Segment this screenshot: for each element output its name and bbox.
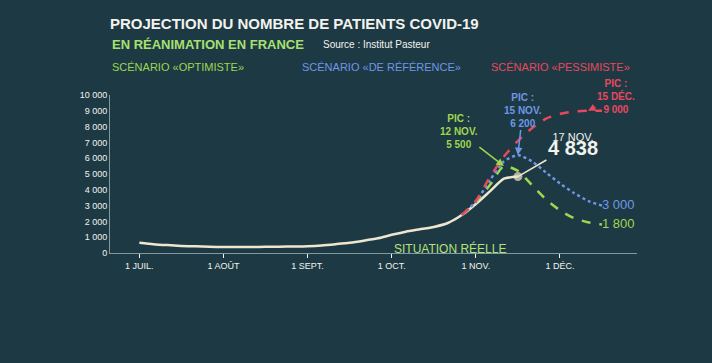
svg-text:1 AOÛT: 1 AOÛT [207,261,240,271]
svg-text:1 800: 1 800 [602,216,635,231]
svg-text:1 NOV.: 1 NOV. [461,261,490,271]
svg-text:0: 0 [102,248,107,258]
svg-text:3 000: 3 000 [602,197,635,212]
svg-text:SCÉNARIO «PESSIMISTE»: SCÉNARIO «PESSIMISTE» [491,61,630,73]
svg-text:PIC :12 NOV.5 500: PIC :12 NOV.5 500 [440,113,478,150]
svg-text:1 JUIL.: 1 JUIL. [125,261,154,271]
svg-text:SCÉNARIO «OPTIMISTE»: SCÉNARIO «OPTIMISTE» [112,61,244,73]
svg-text:EN RÉANIMATION EN FRANCE: EN RÉANIMATION EN FRANCE [112,37,304,52]
svg-text:PIC :15 DÉC.9 000: PIC :15 DÉC.9 000 [597,78,635,115]
svg-text:2 000: 2 000 [85,217,108,227]
svg-text:SCÉNARIO «DE RÉFÉRENCE»: SCÉNARIO «DE RÉFÉRENCE» [302,61,461,73]
svg-text:Source : Institut Pasteur: Source : Institut Pasteur [323,39,430,50]
svg-text:PROJECTION DU NOMBRE DE PATIEN: PROJECTION DU NOMBRE DE PATIENTS COVID-1… [110,15,479,32]
svg-text:4 000: 4 000 [85,185,108,195]
svg-text:6 000: 6 000 [85,153,108,163]
svg-text:5 000: 5 000 [85,169,108,179]
svg-text:1 000: 1 000 [85,232,108,242]
svg-text:7 000: 7 000 [85,138,108,148]
svg-text:3 000: 3 000 [85,201,108,211]
svg-text:17 NOV.4 838: 17 NOV.4 838 [548,131,598,159]
svg-text:9 000: 9 000 [85,106,108,116]
svg-text:10 000: 10 000 [80,90,108,100]
svg-text:SITUATION RÉELLE: SITUATION RÉELLE [394,241,506,256]
svg-text:1 SEPT.: 1 SEPT. [291,261,324,271]
svg-text:1 DÉC.: 1 DÉC. [545,261,574,271]
svg-text:8 000: 8 000 [85,122,108,132]
svg-text:PIC :15 NOV.6 200: PIC :15 NOV.6 200 [504,92,542,129]
svg-text:1 OCT.: 1 OCT. [378,261,406,271]
